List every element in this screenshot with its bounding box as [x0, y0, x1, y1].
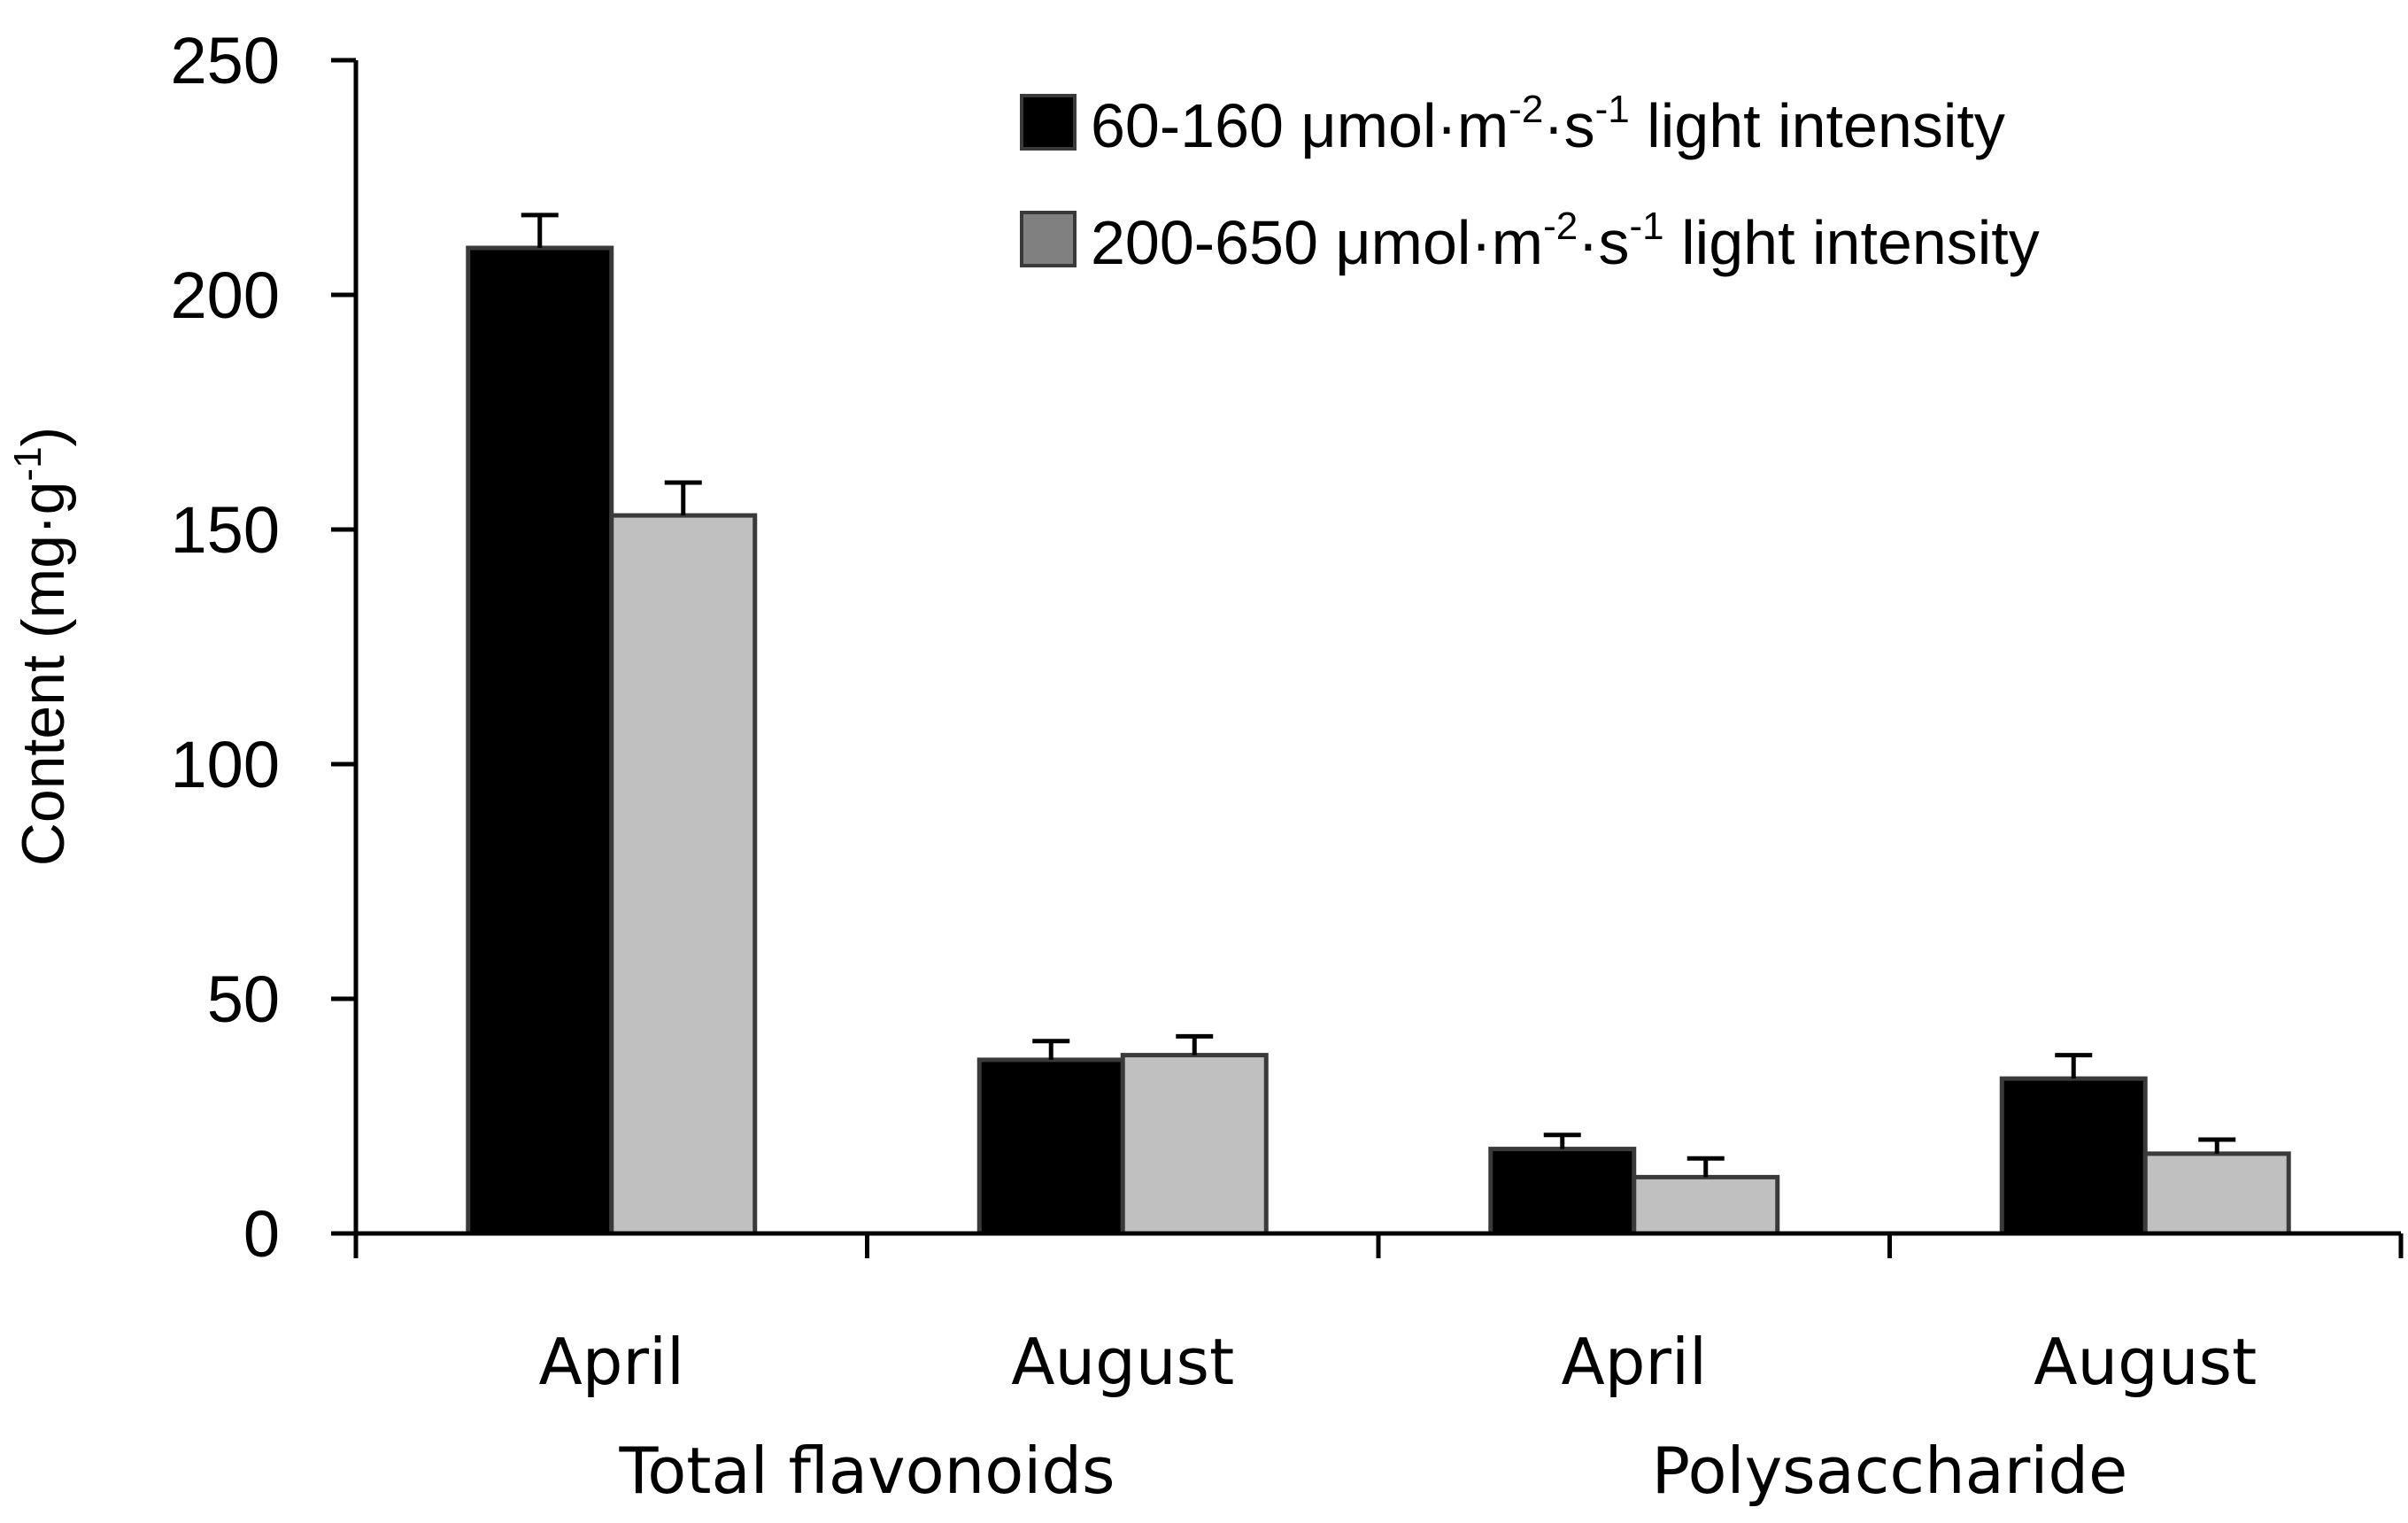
bar-series2-april-3	[1632, 1174, 1780, 1236]
y-tick-label: 200	[171, 259, 280, 332]
bar-series1-august-4	[1999, 1076, 2148, 1236]
y-ticks-layer: 0 50 100 150 200 250	[171, 24, 356, 1271]
bar-series1-august-2	[976, 1057, 1125, 1236]
legend-label-part: ·s	[1543, 91, 1594, 160]
x-group-label: Polysaccharide	[1652, 1434, 2128, 1508]
legend-label-part: ·s	[1578, 208, 1629, 277]
x-group-label: Total flavonoids	[618, 1434, 1115, 1508]
legend-label-part: -1	[1630, 205, 1664, 248]
legend-label-part: -2	[1543, 205, 1578, 248]
y-tick-label: 100	[171, 728, 280, 801]
group-labels-layer: Total flavonoids Polysaccharide	[618, 1434, 2127, 1508]
legend-label-part: -1	[1595, 88, 1630, 131]
bar-series1-april-1	[466, 245, 614, 1236]
bars-layer	[466, 245, 2291, 1236]
bar-series2-august-4	[2142, 1151, 2291, 1236]
bar-series1-april-3	[1488, 1147, 1637, 1236]
x-ticks-layer	[353, 1233, 2404, 1258]
y-tick-label: 0	[243, 1197, 280, 1271]
x-category-label: April	[1561, 1325, 1707, 1399]
y-axis-label-main: Content (mg·g	[10, 482, 77, 867]
x-category-label: April	[538, 1325, 684, 1399]
legend-swatch-series2	[1020, 211, 1077, 267]
x-category-label: August	[1011, 1325, 1234, 1399]
bar-series2-august-2	[1120, 1053, 1269, 1236]
y-axis-label-close: )	[10, 427, 77, 447]
legend-label-part: -2	[1509, 88, 1543, 131]
error-bars-layer	[521, 213, 2236, 1178]
legend-label-part: 60-160 μmol·m	[1091, 91, 1509, 160]
legend-label-part: light intensity	[1630, 91, 2005, 160]
legend-label-part: light intensity	[1664, 208, 2040, 277]
legend: 60-160 μmol·m-2·s-1 light intensity200-6…	[1020, 88, 2040, 277]
y-axis-label: Content (mg·g-1)	[6, 427, 77, 866]
x-category-label: August	[2034, 1325, 2257, 1399]
legend-swatch-series1	[1020, 94, 1077, 151]
y-tick-label: 250	[171, 24, 280, 97]
y-tick-label: 50	[207, 963, 280, 1036]
bar-series2-april-1	[609, 513, 758, 1236]
y-tick-label: 150	[171, 493, 280, 567]
y-axis-label-superscript: -1	[6, 446, 50, 481]
category-labels-layer: April August April August	[538, 1325, 2257, 1399]
legend-label-series2: 200-650 μmol·m-2·s-1 light intensity	[1091, 205, 2040, 277]
legend-label-series1: 60-160 μmol·m-2·s-1 light intensity	[1091, 88, 2005, 160]
legend-label-part: 200-650 μmol·m	[1091, 208, 1543, 277]
